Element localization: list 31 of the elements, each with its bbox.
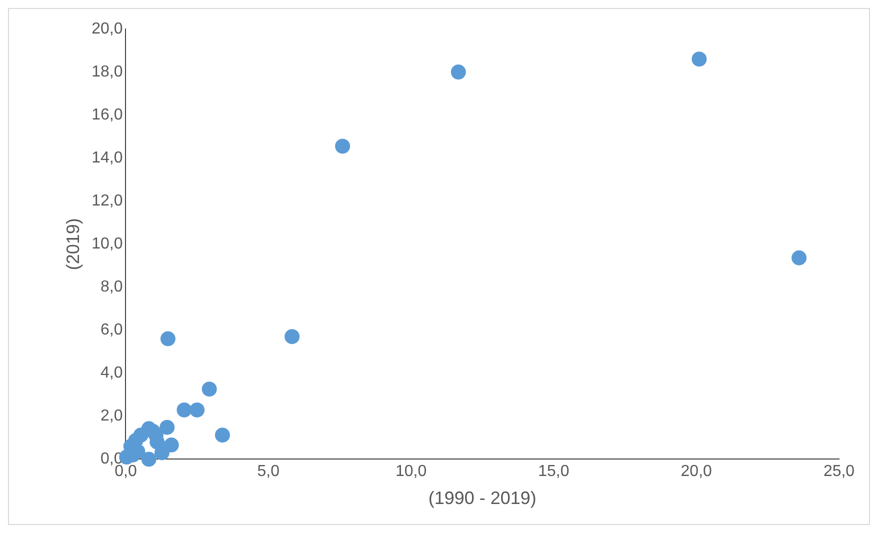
point bbox=[214, 428, 230, 443]
point bbox=[692, 52, 707, 67]
y-tick-label: 14,0 bbox=[92, 149, 123, 166]
x-axis-title: (1990 - 2019) bbox=[428, 488, 536, 508]
point bbox=[202, 382, 217, 397]
point bbox=[792, 250, 807, 266]
y-tick-label: 10,0 bbox=[92, 236, 123, 253]
point bbox=[164, 438, 179, 453]
point bbox=[160, 331, 176, 346]
point bbox=[141, 452, 156, 467]
point bbox=[190, 402, 205, 418]
point bbox=[450, 64, 466, 80]
point bbox=[176, 402, 192, 418]
x-tick-label: 15,0 bbox=[538, 463, 570, 480]
y-tick-label: 4,0 bbox=[100, 364, 123, 382]
y-tick-label: 6,0 bbox=[100, 322, 123, 339]
y-axis-title: (2019) bbox=[62, 218, 83, 270]
point bbox=[284, 329, 300, 344]
x-tick-label: 0,0 bbox=[114, 463, 137, 480]
y-tick-label: 16,0 bbox=[92, 106, 123, 124]
point bbox=[335, 138, 350, 154]
x-tick-label: 10,0 bbox=[395, 463, 427, 480]
point bbox=[160, 420, 175, 435]
y-tick-label: 8,0 bbox=[100, 278, 123, 296]
x-tick-label: 5,0 bbox=[257, 463, 280, 480]
x-tick-label: 25,0 bbox=[823, 463, 855, 480]
y-tick-label: 2,0 bbox=[100, 408, 123, 425]
y-tick-label: 18,0 bbox=[92, 63, 123, 80]
y-tick-label: 20,0 bbox=[92, 20, 123, 38]
x-tick-label: 20,0 bbox=[680, 463, 712, 480]
y-tick-label: 12,0 bbox=[92, 192, 123, 210]
